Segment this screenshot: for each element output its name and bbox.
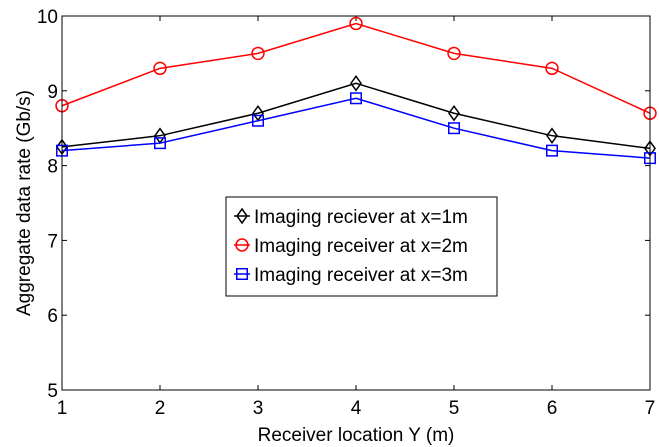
legend-box <box>225 196 498 297</box>
y-tick-label: 10 <box>37 7 58 28</box>
x-tick-label: 6 <box>547 398 558 419</box>
x-axis-title: Receiver location Y (m) <box>258 425 455 446</box>
data-point-square <box>252 114 264 127</box>
data-point-square <box>546 144 558 157</box>
y-tick-label: 9 <box>47 82 58 103</box>
legend: Imaging reciever at x=1m Imaging receiver… <box>225 196 498 297</box>
x-tick-label: 2 <box>155 398 166 419</box>
series-line <box>61 22 651 114</box>
data-point-circle <box>153 61 167 76</box>
data-point-diamond <box>448 104 460 122</box>
data-point-circle <box>251 46 265 61</box>
data-point-square <box>448 122 460 135</box>
data-point-circle <box>349 16 363 31</box>
data-point-diamond <box>546 127 558 144</box>
data-point-square <box>236 268 248 280</box>
legend-entry: Imaging receiver at x=2m <box>234 236 468 257</box>
x-tick-label: 1 <box>57 398 68 419</box>
x-tick-label: 5 <box>449 398 460 419</box>
data-point-circle <box>447 46 461 61</box>
data-point-circle <box>545 61 559 76</box>
y-tick-label: 6 <box>47 306 58 327</box>
legend-entry: Imaging receiver at x=3m <box>234 265 468 286</box>
data-point-square <box>154 137 166 150</box>
x-tick-label: 4 <box>351 398 362 419</box>
data-point-diamond <box>236 207 248 225</box>
data-point-diamond <box>350 75 362 92</box>
y-tick-label: 8 <box>47 157 58 178</box>
y-tick-label: 7 <box>47 231 58 252</box>
legend-label: Imaging receiver at x=3m <box>254 265 468 286</box>
series-layer <box>55 16 657 165</box>
series-line <box>61 97 651 159</box>
x-tick-label: 3 <box>253 398 264 419</box>
x-tick-label: 7 <box>645 398 656 419</box>
y-axis-title: Aggregate data rate (Gb/s) <box>14 90 35 316</box>
legend-items: Imaging reciever at x=1m Imaging receiver… <box>234 207 468 286</box>
legend-label: Imaging receiver at x=2m <box>254 236 468 257</box>
data-point-square <box>350 92 362 105</box>
plot-area-frame <box>61 15 651 391</box>
data-point-circle <box>235 238 249 252</box>
y-tick-label: 5 <box>47 381 58 402</box>
series-line <box>61 82 651 150</box>
ticks-layer: 1 2 3 4 5 6 7 5 6 7 8 9 10 <box>37 7 655 419</box>
series-3 <box>56 92 656 165</box>
legend-label: Imaging reciever at x=1m <box>254 207 468 228</box>
legend-entry: Imaging reciever at x=1m <box>234 207 468 228</box>
